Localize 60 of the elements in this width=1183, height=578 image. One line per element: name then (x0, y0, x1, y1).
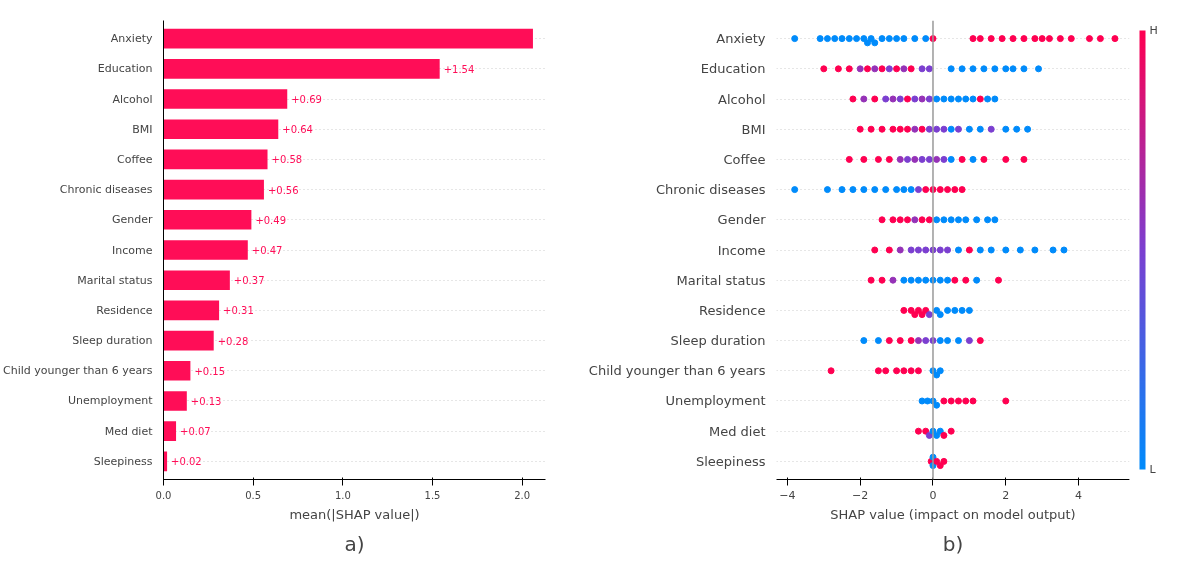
y-tick-label: Unemployment (67, 394, 154, 408)
y-tick-label: Chronic diseases (59, 183, 153, 197)
data-label: +0.31 (223, 305, 254, 317)
y-tick-label: Alcohol (112, 92, 153, 106)
y-tick-label: Med diet (708, 423, 766, 439)
y-tick-label: Education (700, 61, 766, 77)
y-tick-label: Anxiety (716, 31, 766, 47)
y-tick-label: Marital status (77, 273, 153, 287)
y-tick-label: Gender (111, 213, 153, 227)
y-tick-label: BMI (741, 121, 766, 137)
text: a) (344, 531, 365, 556)
y-tick-label: Anxiety (110, 32, 153, 46)
x-axis-title: mean(|SHAP value|) (289, 506, 420, 522)
data-label: +0.69 (291, 94, 322, 106)
y-tick-label: Med diet (104, 424, 154, 438)
x-tick-label: 2.0 (514, 489, 531, 501)
data-label: +0.37 (233, 275, 265, 287)
x-tick-label: 1.5 (424, 489, 441, 501)
y-tick-label: Child younger than 6 years (3, 364, 153, 378)
y-tick-label: Unemployment (665, 393, 766, 409)
data-label: +0.64 (282, 124, 313, 136)
y-tick-label: Income (112, 243, 153, 257)
y-tick-label: Coffee (723, 151, 766, 167)
y-tick-label: Chronic diseases (655, 182, 766, 198)
y-tick-label: BMI (132, 122, 153, 136)
y-tick-label: Sleepiness (695, 453, 766, 469)
x-tick-label: 4 (1075, 488, 1083, 502)
x-tick-label: 1.0 (334, 489, 351, 501)
x-tick-label: 0 (929, 488, 937, 502)
data-label: +0.47 (251, 245, 283, 256)
color-bar-label: H (1149, 24, 1158, 37)
y-tick-label: Coffee (116, 152, 153, 166)
x-tick-label: 0.5 (245, 489, 262, 501)
data-label: +0.49 (255, 214, 287, 226)
x-tick-label: 2 (1002, 488, 1010, 502)
y-tick-label: Marital status (676, 272, 766, 288)
y-tick-label: Residence (96, 303, 153, 317)
data-label: +0.28 (217, 335, 249, 347)
y-tick-label: Sleep duration (670, 333, 766, 349)
y-tick-label: Sleep duration (72, 334, 153, 348)
data-label: +0.58 (271, 154, 303, 166)
y-tick-label: Alcohol (718, 91, 766, 107)
y-tick-label: Income (717, 242, 766, 258)
data-label: +1.54 (443, 63, 475, 75)
text: b) (942, 531, 964, 556)
x-tick-label: −4 (779, 488, 796, 502)
y-tick-label: Gender (717, 212, 767, 228)
y-tick-label: Education (97, 62, 153, 76)
y-tick-label: Residence (699, 302, 766, 318)
x-tick-label: 0.0 (155, 489, 172, 501)
color-bar-label: L (1149, 463, 1157, 476)
data-label: +0.56 (267, 184, 299, 196)
data-label: +0.15 (194, 365, 226, 377)
data-label: +0.13 (190, 395, 222, 407)
x-tick-label: −2 (852, 488, 869, 502)
data-label: +0.07 (180, 426, 211, 438)
x-axis-title: SHAP value (impact on model output) (830, 506, 1076, 522)
y-tick-label: Child younger than 6 years (588, 363, 766, 379)
data-label: +0.02 (171, 456, 202, 468)
y-tick-label: Sleepiness (93, 454, 153, 468)
